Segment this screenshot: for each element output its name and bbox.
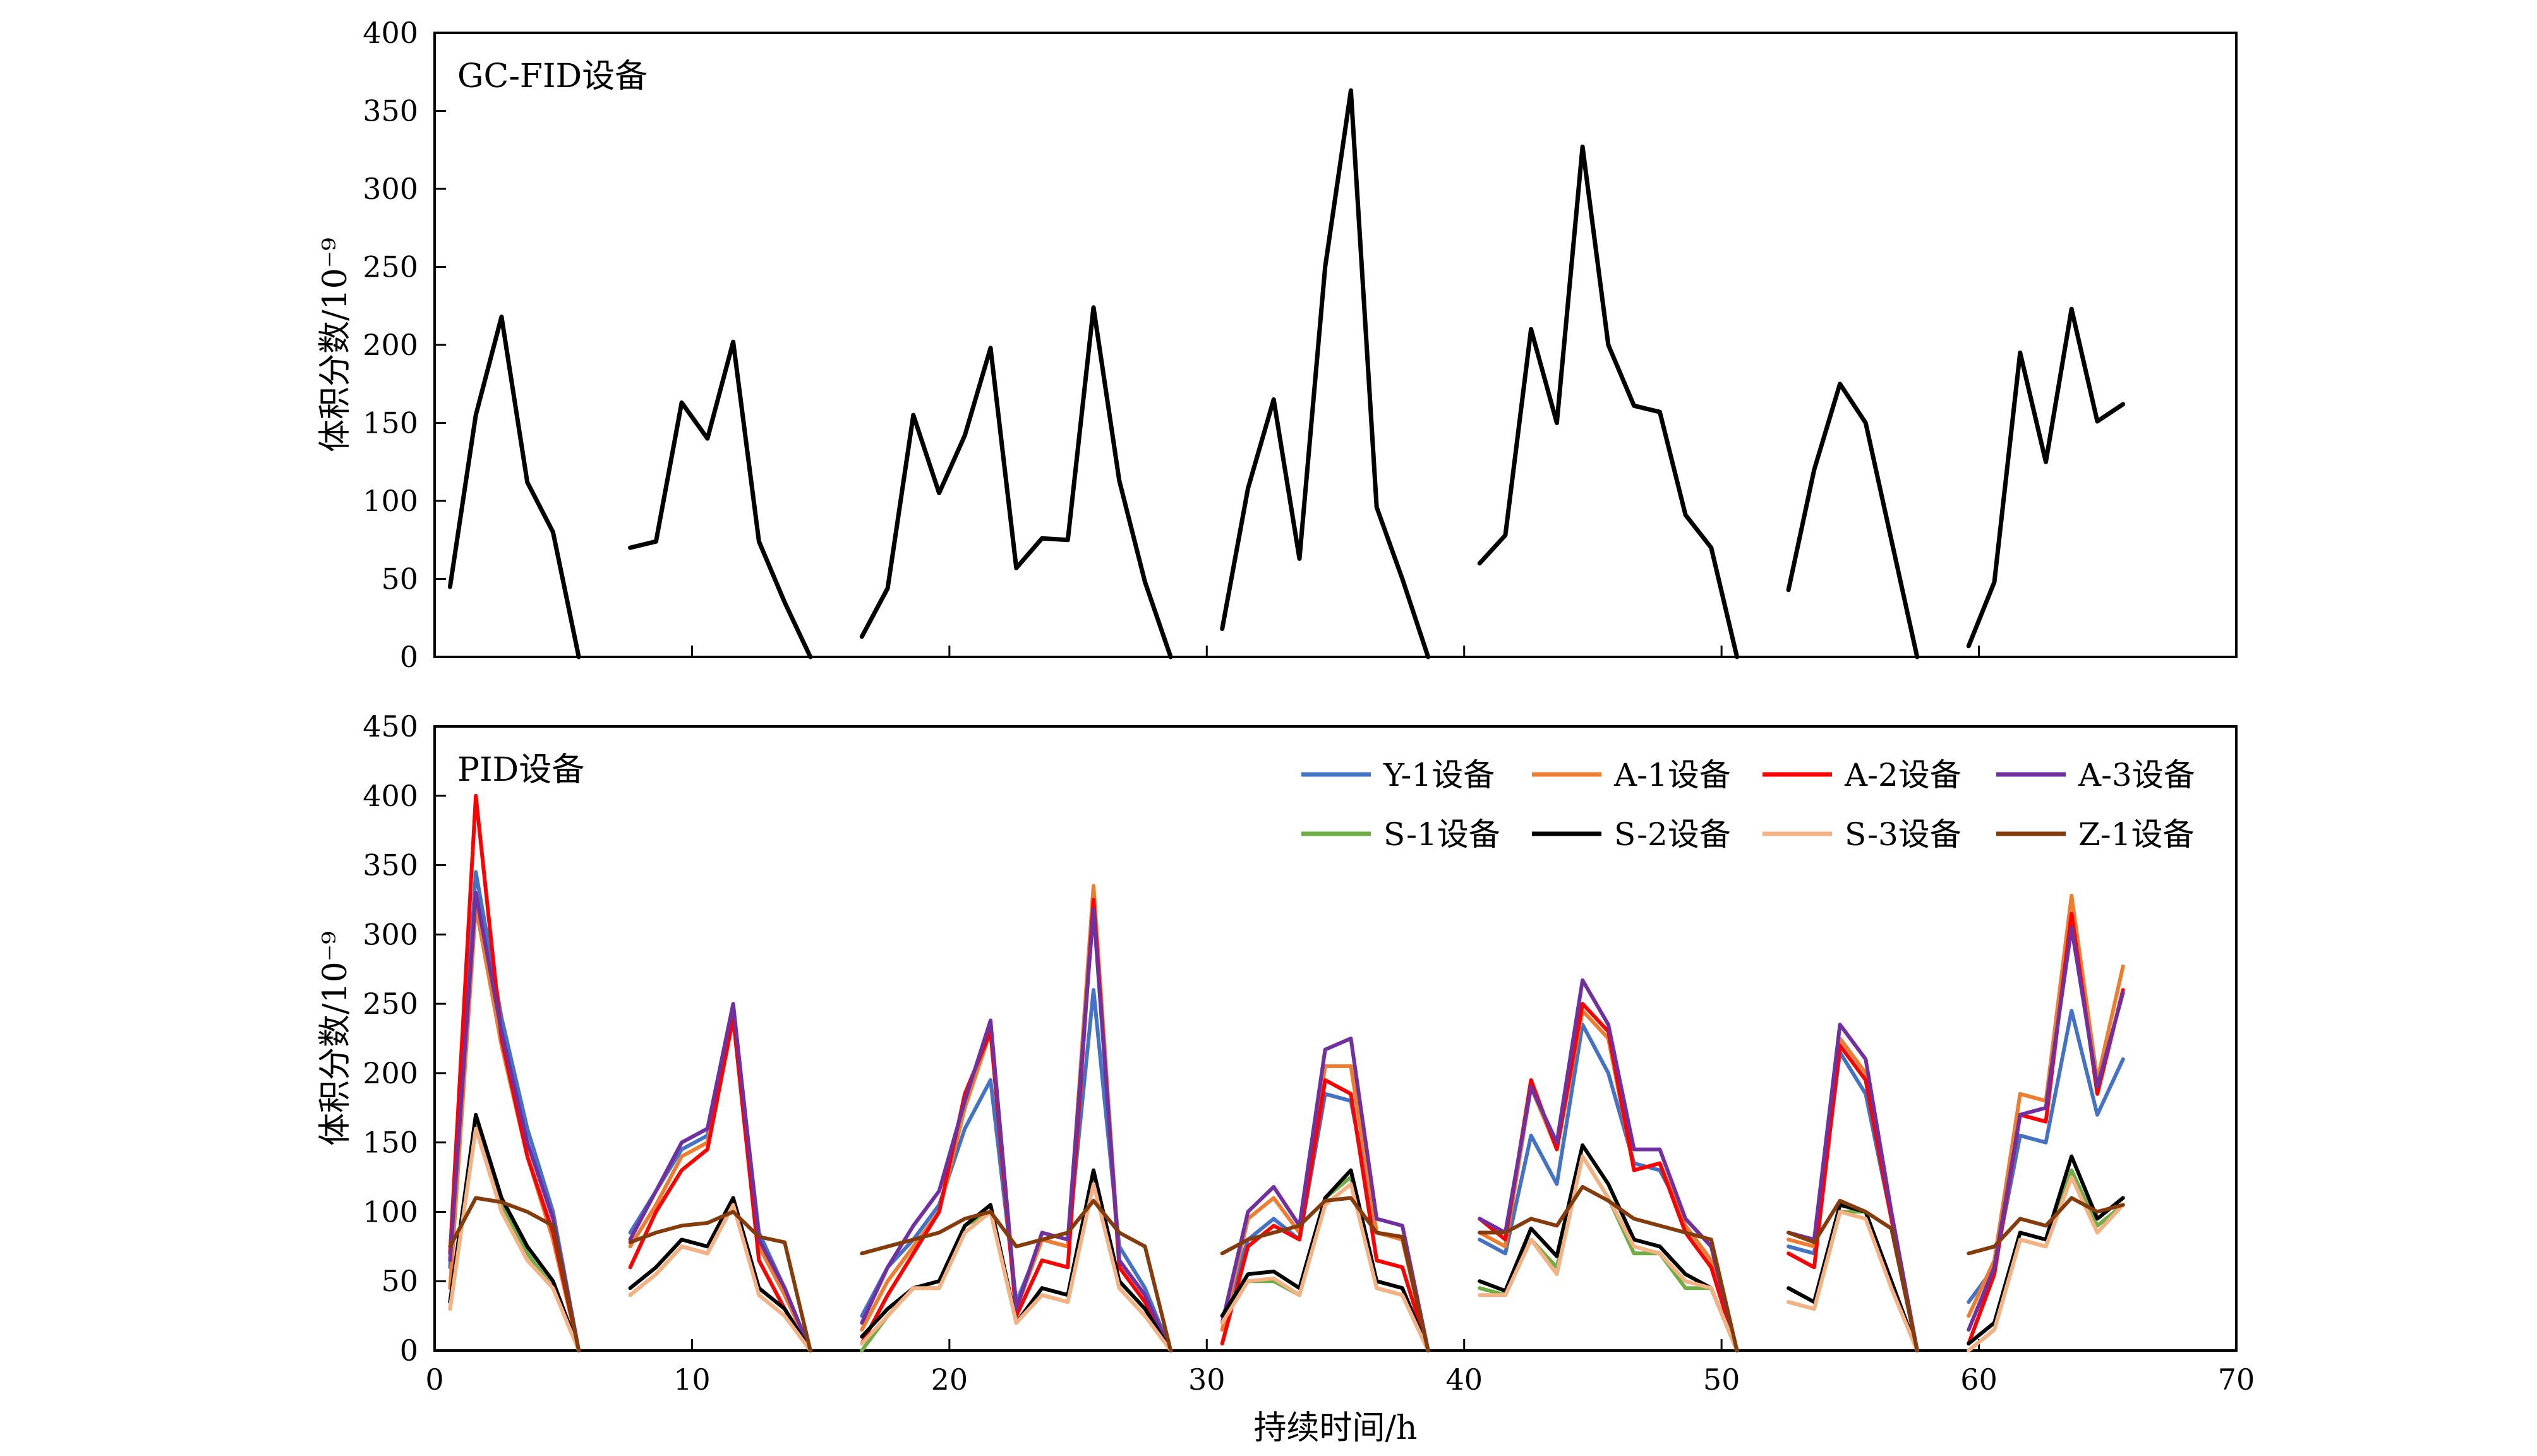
series-line-A-2设备 bbox=[1967, 912, 2125, 1345]
x-axis-label: 持续时间/h bbox=[1253, 1409, 1417, 1447]
legend-label: S-2设备 bbox=[1614, 816, 1731, 853]
legend-label: Z-1设备 bbox=[2078, 816, 2194, 853]
series-line-A-3设备 bbox=[1967, 925, 2125, 1332]
series-line bbox=[1220, 88, 1431, 659]
series-line-S-3设备 bbox=[1220, 1182, 1430, 1352]
series-line-Z-1设备 bbox=[628, 1210, 812, 1352]
y-tick-label: 350 bbox=[363, 848, 418, 882]
legend-label: A-2设备 bbox=[1844, 757, 1962, 793]
series-line-A-3设备 bbox=[628, 1002, 812, 1352]
series-line-S-3设备 bbox=[448, 1126, 581, 1352]
series-line-A-3设备 bbox=[1787, 1023, 1919, 1352]
y-tick-label: 50 bbox=[381, 1264, 418, 1298]
series-line-S-2设备 bbox=[628, 1196, 812, 1352]
y-tick-label: 400 bbox=[363, 16, 418, 50]
series-line-Z-1设备 bbox=[448, 1196, 581, 1352]
series-line-Z-1设备 bbox=[1967, 1196, 2125, 1256]
y-tick-label: 0 bbox=[400, 1333, 418, 1368]
series-line-A-3设备 bbox=[448, 891, 581, 1352]
pid-panel: 0 50 100 150 200 250 300 350 400 450 0 10 20 30 40 50 60… bbox=[316, 709, 2255, 1447]
y-tick-label: 200 bbox=[363, 1056, 418, 1090]
legend-label: Y-1设备 bbox=[1383, 757, 1495, 793]
series-line-S-2设备 bbox=[1787, 1203, 1919, 1352]
series-line-Z-1设备 bbox=[860, 1198, 1173, 1352]
x-tick-label: 0 bbox=[425, 1363, 443, 1397]
x-tick-label: 10 bbox=[673, 1363, 711, 1397]
x-tick-label: 40 bbox=[1445, 1363, 1483, 1397]
series-line-A-3设备 bbox=[860, 907, 1173, 1352]
series-line-S-2设备 bbox=[1478, 1143, 1739, 1352]
series-line-A-2设备 bbox=[1220, 1078, 1430, 1352]
y-tick-label: 150 bbox=[363, 406, 418, 440]
series-line-A-1设备 bbox=[860, 884, 1173, 1352]
series-line-A-2设备 bbox=[628, 1016, 812, 1352]
x-tick-label: 30 bbox=[1188, 1363, 1226, 1397]
series-line-S-3设备 bbox=[1478, 1154, 1739, 1352]
series-line bbox=[859, 305, 1173, 659]
legend-label: A-3设备 bbox=[2078, 757, 2195, 793]
series-line bbox=[447, 315, 581, 659]
series-line-S-3设备 bbox=[1787, 1210, 1919, 1352]
series-line-Z-1设备 bbox=[1220, 1196, 1430, 1352]
series-line-S-3设备 bbox=[1967, 1175, 2125, 1352]
series-line-Z-1设备 bbox=[1478, 1184, 1739, 1352]
series-line bbox=[628, 339, 813, 659]
x-tick-label: 70 bbox=[2218, 1363, 2255, 1397]
plot-frame bbox=[433, 32, 2238, 658]
panel-title: GC-FID设备 bbox=[457, 57, 648, 95]
y-tick-label: 250 bbox=[363, 987, 418, 1021]
series-line bbox=[1786, 382, 1920, 659]
series-line-Z-1设备 bbox=[1787, 1198, 1919, 1352]
series-line-S-2设备 bbox=[1967, 1154, 2125, 1345]
series-line-S-3设备 bbox=[628, 1203, 812, 1352]
gcfid-panel: 0 50 100 150 200 250 300 350 400 GC-FID设备体积分数/10⁻… bbox=[316, 16, 2238, 674]
y-tick-label: 300 bbox=[363, 172, 418, 206]
y-tick-label: 450 bbox=[363, 709, 418, 743]
series-line-Y-1设备 bbox=[1967, 1009, 2125, 1304]
y-tick-label: 350 bbox=[363, 94, 418, 128]
y-tick-label: 250 bbox=[363, 250, 418, 284]
series-line-S-2设备 bbox=[1220, 1168, 1430, 1352]
x-tick-label: 50 bbox=[1703, 1363, 1740, 1397]
series-line-A-2设备 bbox=[860, 898, 1173, 1352]
series-line-A-3设备 bbox=[1478, 978, 1739, 1352]
series-line-S-1设备 bbox=[1787, 1210, 1919, 1352]
y-axis-label: 体积分数/10⁻⁹ bbox=[316, 931, 354, 1146]
series-line-Y-1设备 bbox=[1220, 1092, 1430, 1352]
series-line-S-3设备 bbox=[860, 1182, 1173, 1352]
y-axis-label: 体积分数/10⁻⁹ bbox=[316, 238, 354, 452]
x-tick-label: 20 bbox=[931, 1363, 968, 1397]
series-line bbox=[1966, 306, 2126, 649]
y-tick-label: 50 bbox=[381, 562, 418, 596]
y-tick-label: 200 bbox=[363, 328, 418, 362]
legend-label: S-3设备 bbox=[1845, 816, 1962, 853]
series-line-A-3设备 bbox=[1220, 1037, 1430, 1352]
y-tick-label: 0 bbox=[400, 640, 418, 674]
y-tick-label: 300 bbox=[363, 917, 418, 951]
legend-label: S-1设备 bbox=[1383, 816, 1500, 853]
panel-title: PID设备 bbox=[457, 751, 584, 789]
series-line bbox=[1477, 144, 1740, 659]
series-line-A-1设备 bbox=[1478, 1009, 1739, 1352]
legend: Y-1设备 A-1设备 A-2设备 A-3设备 S-1设备 S-2设备 S-3设备 Z-1设备 bbox=[1301, 757, 2195, 853]
y-tick-label: 150 bbox=[363, 1126, 418, 1160]
x-tick-label: 60 bbox=[1960, 1363, 1998, 1397]
y-tick-label: 100 bbox=[363, 1194, 418, 1229]
legend-label: A-1设备 bbox=[1613, 757, 1731, 793]
y-tick-label: 100 bbox=[363, 484, 418, 518]
y-tick-label: 400 bbox=[363, 779, 418, 813]
plot-frame bbox=[433, 725, 2238, 1352]
